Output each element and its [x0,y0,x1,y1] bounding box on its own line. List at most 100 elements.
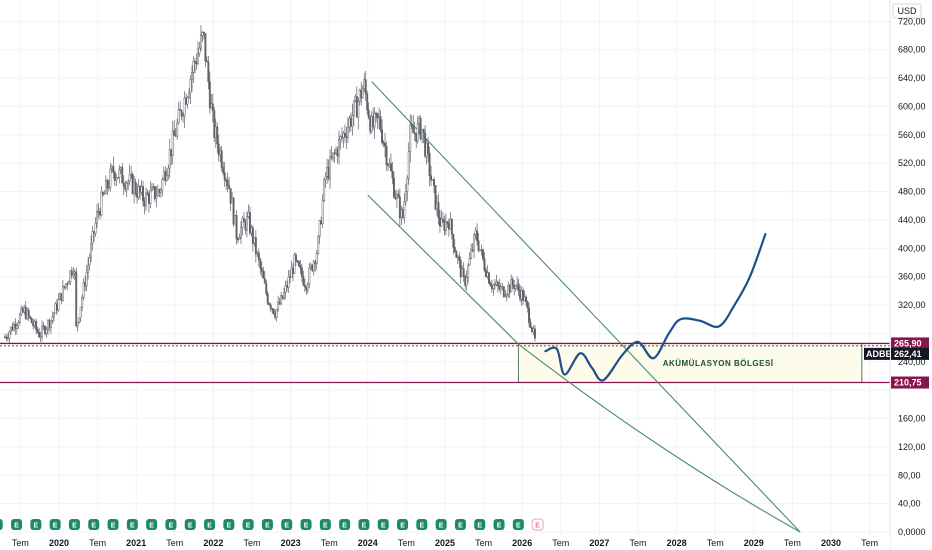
earnings-badge [165,519,177,530]
candle-body [369,117,372,132]
time-axis[interactable]: Tem 2020 Tem 2021 Tem 2022 Tem 2023 Tem 2024 Tem 20… [0,536,890,550]
earnings-letter: E [265,523,270,530]
earnings-marker[interactable]: E [11,519,23,530]
candle-body [226,179,229,186]
candle-body [483,258,486,271]
earnings-marker[interactable]: E [339,519,351,530]
earnings-marker[interactable]: E [107,519,119,530]
earnings-badge [300,519,312,530]
candle-body [289,276,291,279]
earnings-marker[interactable]: E [30,519,42,530]
candle-body [278,301,281,305]
earnings-marker[interactable]: E [88,519,100,530]
candle-body [351,115,354,127]
earnings-letter: E [227,523,232,530]
candle-body [335,149,337,154]
earnings-letter: E [458,523,463,530]
earnings-marker[interactable]: E [512,519,524,530]
y-tick-label: 600,00 [898,101,926,111]
candle-body [476,230,479,242]
earnings-marker[interactable]: E [49,519,61,530]
candle-body [520,290,523,300]
earnings-marker[interactable]: E [204,519,216,530]
earnings-badge [146,519,158,530]
candle-body [341,136,343,139]
candle-body [309,264,312,268]
x-tick-label: Tem [12,538,29,548]
candle-body [11,326,14,331]
earnings-marker[interactable]: E [242,519,254,530]
candle-body [159,189,162,193]
earnings-marker[interactable]: E [416,519,428,530]
candle-body [514,285,517,289]
x-tick-label: 2021 [126,538,146,548]
earnings-marker[interactable]: E [435,519,447,530]
candle-body [294,254,297,261]
earnings-badge-future [531,518,544,531]
earnings-marker[interactable]: E [474,519,486,530]
earnings-marker[interactable]: E [358,519,370,530]
candle-body [231,198,234,204]
candle-body [507,284,510,295]
earnings-marker[interactable]: E [454,519,466,530]
earnings-letter: E [130,523,135,530]
candle-body [498,285,501,290]
candle-body [44,326,46,334]
earnings-marker[interactable]: E [261,519,273,530]
candle-body [229,188,232,204]
candle-body [57,299,60,311]
candle-body [96,211,98,224]
candle-body [60,293,63,301]
candle-body [104,180,107,194]
candle-body [247,212,250,217]
time-axis-bg [0,536,890,550]
candle-body [406,177,409,192]
earnings-marker[interactable]: E [397,519,409,530]
candle-body [208,81,211,109]
candle-body [171,130,174,156]
price-axis[interactable]: USD 0,0000 40,00 80,00 120,00 160,00 240,00 32… [889,0,932,550]
earnings-marker[interactable]: E [319,519,331,530]
earnings-marker[interactable]: E [281,519,293,530]
candle-body [511,279,514,286]
candle-body [425,142,428,157]
candle-body [18,314,21,324]
candle-body [127,181,130,184]
earnings-badge [493,519,505,530]
candle-body [357,101,360,118]
candle-body [189,79,192,94]
earnings-marker[interactable]: E [377,519,389,530]
earnings-marker[interactable]: E [165,519,177,530]
earnings-letter: E [111,523,116,530]
candle-body [379,116,382,131]
candle-body [299,265,302,269]
earnings-marker[interactable]: E [0,519,3,530]
earnings-marker[interactable]: E [68,519,80,530]
candle-body [139,185,142,193]
earnings-marker-future[interactable]: E [531,518,544,531]
earnings-marker[interactable]: E [493,519,505,530]
candle-body [70,270,73,276]
earnings-marker[interactable]: E [146,519,158,530]
earnings-letter: E [420,523,425,530]
earnings-letter: E [246,523,251,530]
candle-body [339,136,342,140]
earnings-marker[interactable]: E [184,519,196,530]
currency-badge[interactable] [892,3,922,19]
candle-body [517,283,520,291]
earnings-marker[interactable]: E [126,519,138,530]
candle-body [385,146,388,165]
earnings-badge [126,519,138,530]
y-tick-label: 160,00 [898,414,926,424]
candle-body [459,260,462,278]
candle-body [101,192,104,195]
earnings-badge [377,519,389,530]
candle-body [217,143,220,156]
earnings-marker[interactable]: E [300,519,312,530]
candle-body [370,116,373,132]
candle-body [292,268,294,274]
candle-body [225,179,228,182]
earnings-marker[interactable]: E [223,519,235,530]
candle-body [311,264,314,271]
